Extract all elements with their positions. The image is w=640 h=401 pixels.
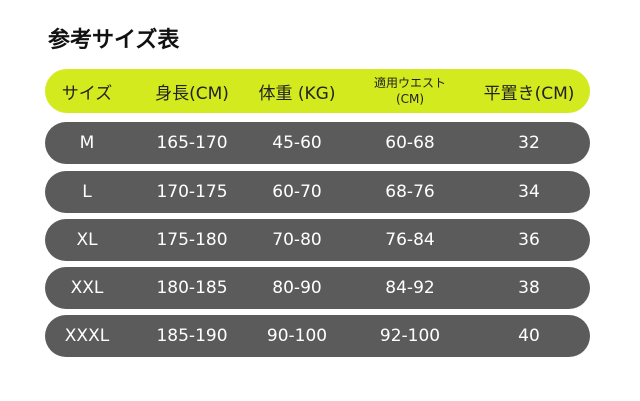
cell-height: 165-170 [156, 133, 228, 153]
cell-height: 175-180 [156, 230, 228, 250]
cell-size: L [82, 182, 92, 202]
cell-size: XXXL [64, 326, 110, 346]
table-row: XXL 180-185 80-90 84-92 38 [45, 267, 590, 309]
header-waist-line1: 適用ウエスト [373, 76, 447, 90]
cell-height: 180-185 [156, 278, 228, 298]
table-header: サイズ 身長(CM) 体重 (KG) 適用ウエスト (CM) 平置き(CM) [45, 69, 590, 113]
header-size: サイズ [61, 83, 113, 104]
header-weight: 体重 (KG) [258, 83, 336, 104]
cell-waist: 76-84 [385, 230, 435, 250]
table-row: L 170-175 60-70 68-76 34 [45, 171, 590, 213]
cell-height: 185-190 [156, 326, 228, 346]
header-waist-line2: (CM) [395, 92, 425, 106]
cell-weight: 60-70 [272, 182, 322, 202]
cell-waist: 84-92 [385, 278, 435, 298]
cell-height: 170-175 [156, 182, 228, 202]
cell-flat-width: 38 [518, 278, 540, 298]
table-row: XXXL 185-190 90-100 92-100 40 [45, 315, 590, 357]
cell-size: M [79, 133, 95, 153]
table-row: M 165-170 45-60 60-68 32 [45, 122, 590, 164]
cell-weight: 80-90 [272, 278, 322, 298]
cell-size: XXL [70, 278, 104, 298]
header-flat-width: 平置き(CM) [483, 83, 575, 104]
table-row: XL 175-180 70-80 76-84 36 [45, 219, 590, 261]
cell-weight: 45-60 [272, 133, 322, 153]
cell-waist: 60-68 [385, 133, 435, 153]
cell-waist: 92-100 [379, 326, 441, 346]
cell-flat-width: 40 [518, 326, 540, 346]
cell-flat-width: 34 [518, 182, 540, 202]
page-title: 参考サイズ表 [48, 28, 180, 53]
header-height: 身長(CM) [155, 83, 229, 104]
cell-size: XL [76, 230, 98, 250]
cell-flat-width: 32 [518, 133, 540, 153]
header-waist: 適用ウエスト (CM) [374, 69, 446, 113]
cell-weight: 90-100 [266, 326, 328, 346]
cell-waist: 68-76 [385, 182, 435, 202]
cell-weight: 70-80 [272, 230, 322, 250]
cell-flat-width: 36 [518, 230, 540, 250]
